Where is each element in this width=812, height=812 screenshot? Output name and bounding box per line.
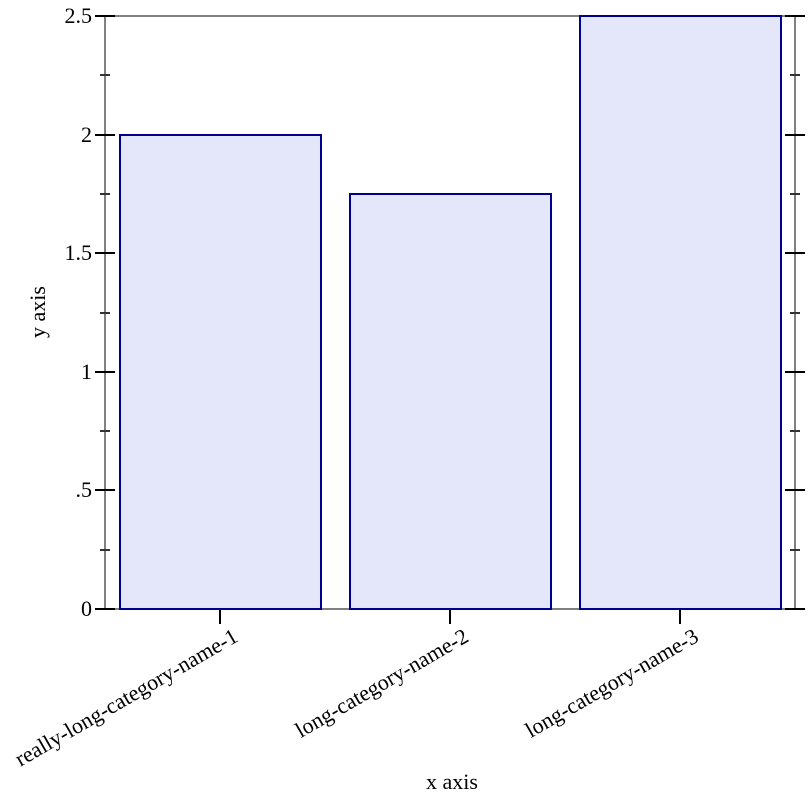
y-minor-tick-right: [790, 548, 800, 551]
y-tick-label: 0: [81, 596, 92, 621]
y-major-tick-left: [95, 489, 115, 492]
y-minor-tick-left: [100, 430, 110, 433]
y-tick-label: 2: [81, 121, 92, 147]
x-category-tick: [219, 610, 221, 624]
y-minor-tick-left: [100, 311, 110, 314]
y-major-tick-left: [95, 15, 115, 17]
y-tick-label: 1: [81, 358, 92, 384]
y-major-tick-right: [785, 133, 805, 136]
y-tick-label: 1.5: [64, 240, 93, 266]
y-major-tick-right: [785, 608, 805, 610]
y-major-tick-right: [785, 15, 805, 17]
y-major-tick-right: [785, 370, 805, 373]
y-major-tick-right: [785, 489, 805, 492]
x-category-label: really-long-category-name-1: [10, 623, 242, 772]
y-minor-tick-right: [790, 74, 800, 77]
y-tick-label: 2.5: [64, 3, 93, 28]
y-tick-label: .5: [75, 477, 93, 503]
y-major-tick-right: [785, 252, 805, 255]
y-minor-tick-right: [790, 430, 800, 433]
y-major-tick-left: [95, 370, 115, 373]
y-major-tick-left: [95, 608, 115, 610]
y-major-tick-left: [95, 252, 115, 255]
x-category-tick: [679, 610, 681, 624]
bar-3: [578, 15, 782, 610]
y-axis-title: y axis: [25, 286, 50, 338]
x-axis-title: x axis: [426, 769, 478, 794]
x-category-label: long-category-name-2: [290, 623, 472, 743]
y-minor-tick-left: [100, 192, 110, 195]
y-minor-tick-right: [790, 311, 800, 314]
bar-2: [348, 192, 552, 610]
y-minor-tick-right: [790, 192, 800, 195]
bar-1: [118, 133, 322, 610]
y-major-tick-left: [95, 133, 115, 136]
y-minor-tick-left: [100, 74, 110, 77]
x-category-tick: [449, 610, 451, 624]
x-category-label: long-category-name-3: [520, 623, 702, 743]
y-minor-tick-left: [100, 548, 110, 551]
